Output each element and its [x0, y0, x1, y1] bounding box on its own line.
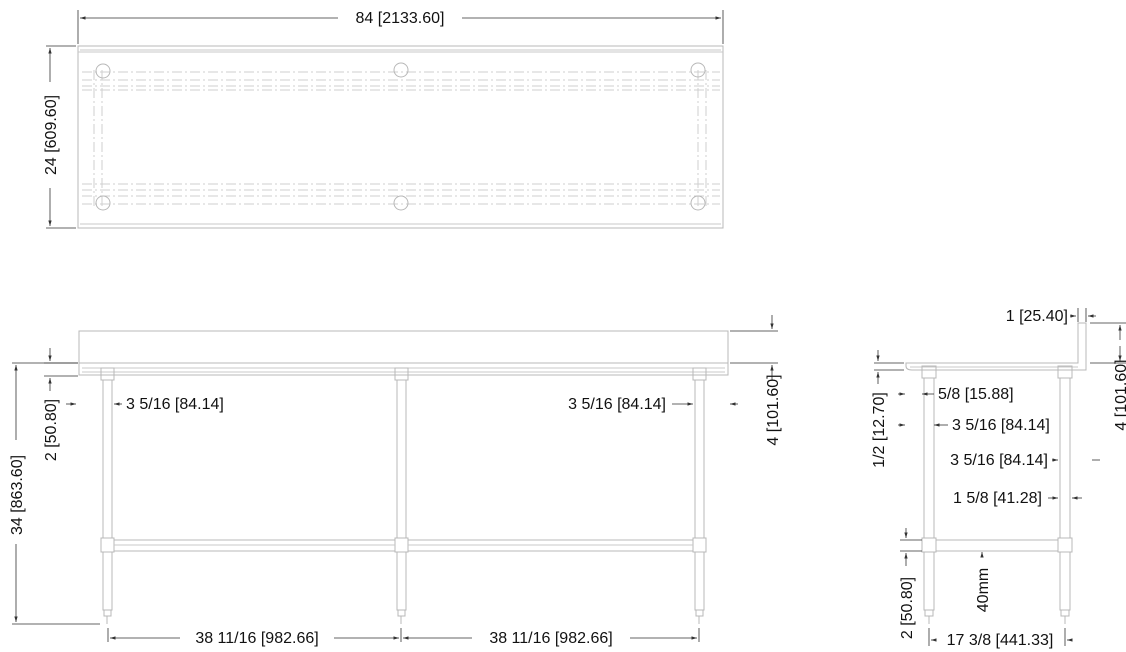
leg: [396, 379, 407, 539]
leg-marker: [95, 63, 111, 79]
dim-top-depth: 24 [609.60]: [43, 95, 60, 175]
dim-backsplash-thickness: 1 [25.40]: [1006, 308, 1068, 325]
dim-side-leg-offset-back: 3 5/16 [84.14]: [950, 452, 1048, 469]
leg-marker: [393, 195, 409, 211]
dim-leg-spacing-left: 38 11/16 [982.66]: [195, 630, 318, 647]
leg-marker: [393, 62, 409, 78]
leg: [694, 379, 705, 539]
leg-marker: [690, 195, 706, 211]
leg-marker: [95, 195, 111, 211]
top-view: 84 [2133.60] 24 [609.60]: [43, 10, 724, 229]
leg-marker: [690, 62, 706, 78]
front-view: 34 [863.60] 2 [50.80] 3 5/16 [84.14] 3 5…: [9, 315, 782, 647]
dim-top-length: 84 [2133.60]: [356, 10, 445, 27]
backsplash: [78, 330, 729, 364]
dim-edge-height: 2 [50.80]: [43, 399, 60, 461]
dim-undershelf-mm: 40mm: [975, 568, 992, 612]
dim-leg-spacing-right: 38 11/16 [982.66]: [489, 630, 612, 647]
dim-leg-offset-left: 3 5/16 [84.14]: [126, 396, 224, 413]
table-edge: [78, 362, 729, 376]
dim-side-leg-spacing: 17 3/8 [441.33]: [947, 632, 1054, 649]
leg: [102, 379, 113, 539]
dim-side-gap: 1 5/8 [41.28]: [953, 490, 1042, 507]
side-undershelf: [935, 539, 1059, 552]
dim-side-leg-offset-front: 3 5/16 [84.14]: [952, 417, 1050, 434]
dim-five-eighths: 5/8 [15.88]: [938, 386, 1014, 403]
tabletop-outline: [77, 45, 724, 229]
dim-backsplash-height-front: 4 [101.60]: [765, 374, 782, 445]
dim-edge-half: 1/2 [12.70]: [871, 392, 888, 468]
side-leg: [923, 377, 935, 539]
dim-overall-height: 34 [863.60]: [9, 455, 26, 535]
dim-undershelf-height: 2 [50.80]: [899, 577, 916, 639]
side-leg: [1059, 377, 1071, 539]
dim-leg-offset-right: 3 5/16 [84.14]: [568, 396, 666, 413]
side-view: 1 [25.40] 4 [101.60] 1/2 [12.70] 5/8 [15…: [871, 308, 1126, 649]
side-top-profile: [905, 322, 1087, 371]
dim-backsplash-height-side: 4 [101.60]: [1113, 359, 1126, 430]
